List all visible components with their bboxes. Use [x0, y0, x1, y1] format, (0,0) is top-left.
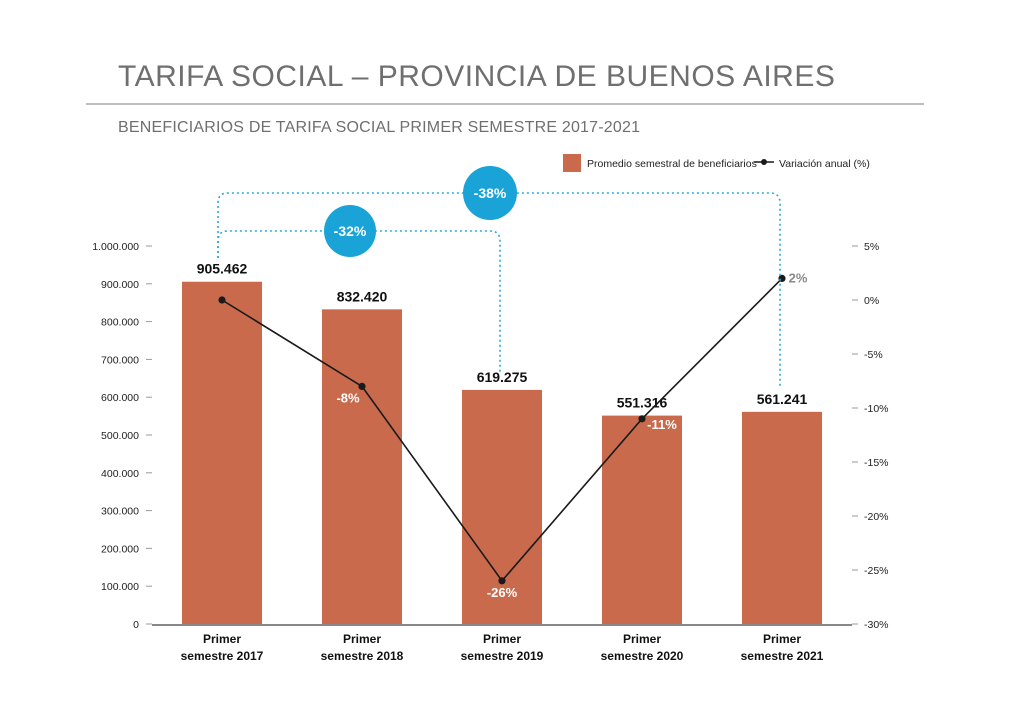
y-left-tick-label: 1.000.000 — [92, 241, 139, 253]
x-tick-label: Primer — [623, 632, 661, 646]
variation-point-4 — [638, 415, 646, 423]
y-left-tick-label: 800.000 — [101, 317, 139, 329]
y-left-tick-label: 0 — [133, 619, 139, 631]
bar-value-label: 551.316 — [617, 395, 668, 411]
chart-title: TARIFA SOCIAL – PROVINCIA DE BUENOS AIRE… — [118, 60, 836, 93]
y-left-tick-label: 400.000 — [101, 468, 139, 480]
x-tick-label: Primer — [483, 632, 521, 646]
y-right-tick-label: -25% — [864, 565, 889, 577]
x-tick-label: Primer — [763, 632, 801, 646]
variation-point-3 — [498, 577, 506, 585]
annotation-label: -32% — [334, 223, 367, 239]
annotation-bracket — [217, 192, 781, 386]
y-left-tick-label: 200.000 — [101, 543, 139, 555]
y-left-tick-label: 500.000 — [101, 430, 139, 442]
x-tick-label: Primer — [203, 632, 241, 646]
title-divider — [86, 103, 924, 105]
y-right-tick-label: -20% — [864, 511, 889, 523]
y-left-tick-label: 700.000 — [101, 354, 139, 366]
x-tick-label: semestre 2018 — [321, 649, 404, 663]
y-right-tick-label: -30% — [864, 619, 889, 631]
x-tick-label: Primer — [343, 632, 381, 646]
bar-3 — [462, 389, 542, 624]
variation-point-5 — [778, 274, 786, 282]
legend-line-label: Variación anual (%) — [779, 158, 870, 170]
bar-value-label: 561.241 — [757, 391, 808, 407]
variation-label: -8% — [336, 390, 360, 405]
y-right-tick-label: -15% — [864, 457, 889, 469]
variation-label: -11% — [647, 417, 677, 432]
annotation-label: -38% — [474, 185, 507, 201]
bar-5 — [742, 411, 822, 624]
bar-4 — [602, 415, 682, 624]
y-left-tick-label: 100.000 — [101, 581, 139, 593]
annotation-bubble — [324, 205, 376, 257]
x-tick-label: semestre 2017 — [181, 649, 264, 663]
bar-value-label: 832.420 — [337, 288, 388, 304]
variation-label: 2% — [789, 270, 808, 285]
chart-subtitle: BENEFICIARIOS DE TARIFA SOCIAL PRIMER SE… — [118, 119, 641, 136]
y-right-tick-label: 0% — [864, 295, 879, 307]
y-right-tick-label: -10% — [864, 403, 889, 415]
y-left-tick-label: 600.000 — [101, 392, 139, 404]
variation-label: -26% — [487, 585, 518, 600]
bar-1 — [182, 281, 262, 624]
x-tick-label: semestre 2020 — [601, 649, 684, 663]
legend-bar-label: Promedio semestral de beneficiarios — [587, 158, 757, 170]
y-left-tick-label: 300.000 — [101, 506, 139, 518]
y-right-tick-label: -5% — [864, 349, 883, 361]
legend-bar-swatch — [563, 154, 581, 172]
x-tick-label: semestre 2019 — [461, 649, 544, 663]
bar-value-label: 619.275 — [477, 369, 528, 385]
x-tick-label: semestre 2021 — [741, 649, 824, 663]
bar-2 — [322, 309, 402, 624]
y-left-tick-label: 900.000 — [101, 279, 139, 291]
variation-point-2 — [358, 382, 366, 390]
annotation-bubble — [463, 166, 517, 220]
legend-line-marker — [761, 159, 767, 165]
y-right-tick-label: 5% — [864, 241, 879, 253]
bar-value-label: 905.462 — [197, 261, 248, 277]
variation-point-1 — [218, 296, 226, 304]
